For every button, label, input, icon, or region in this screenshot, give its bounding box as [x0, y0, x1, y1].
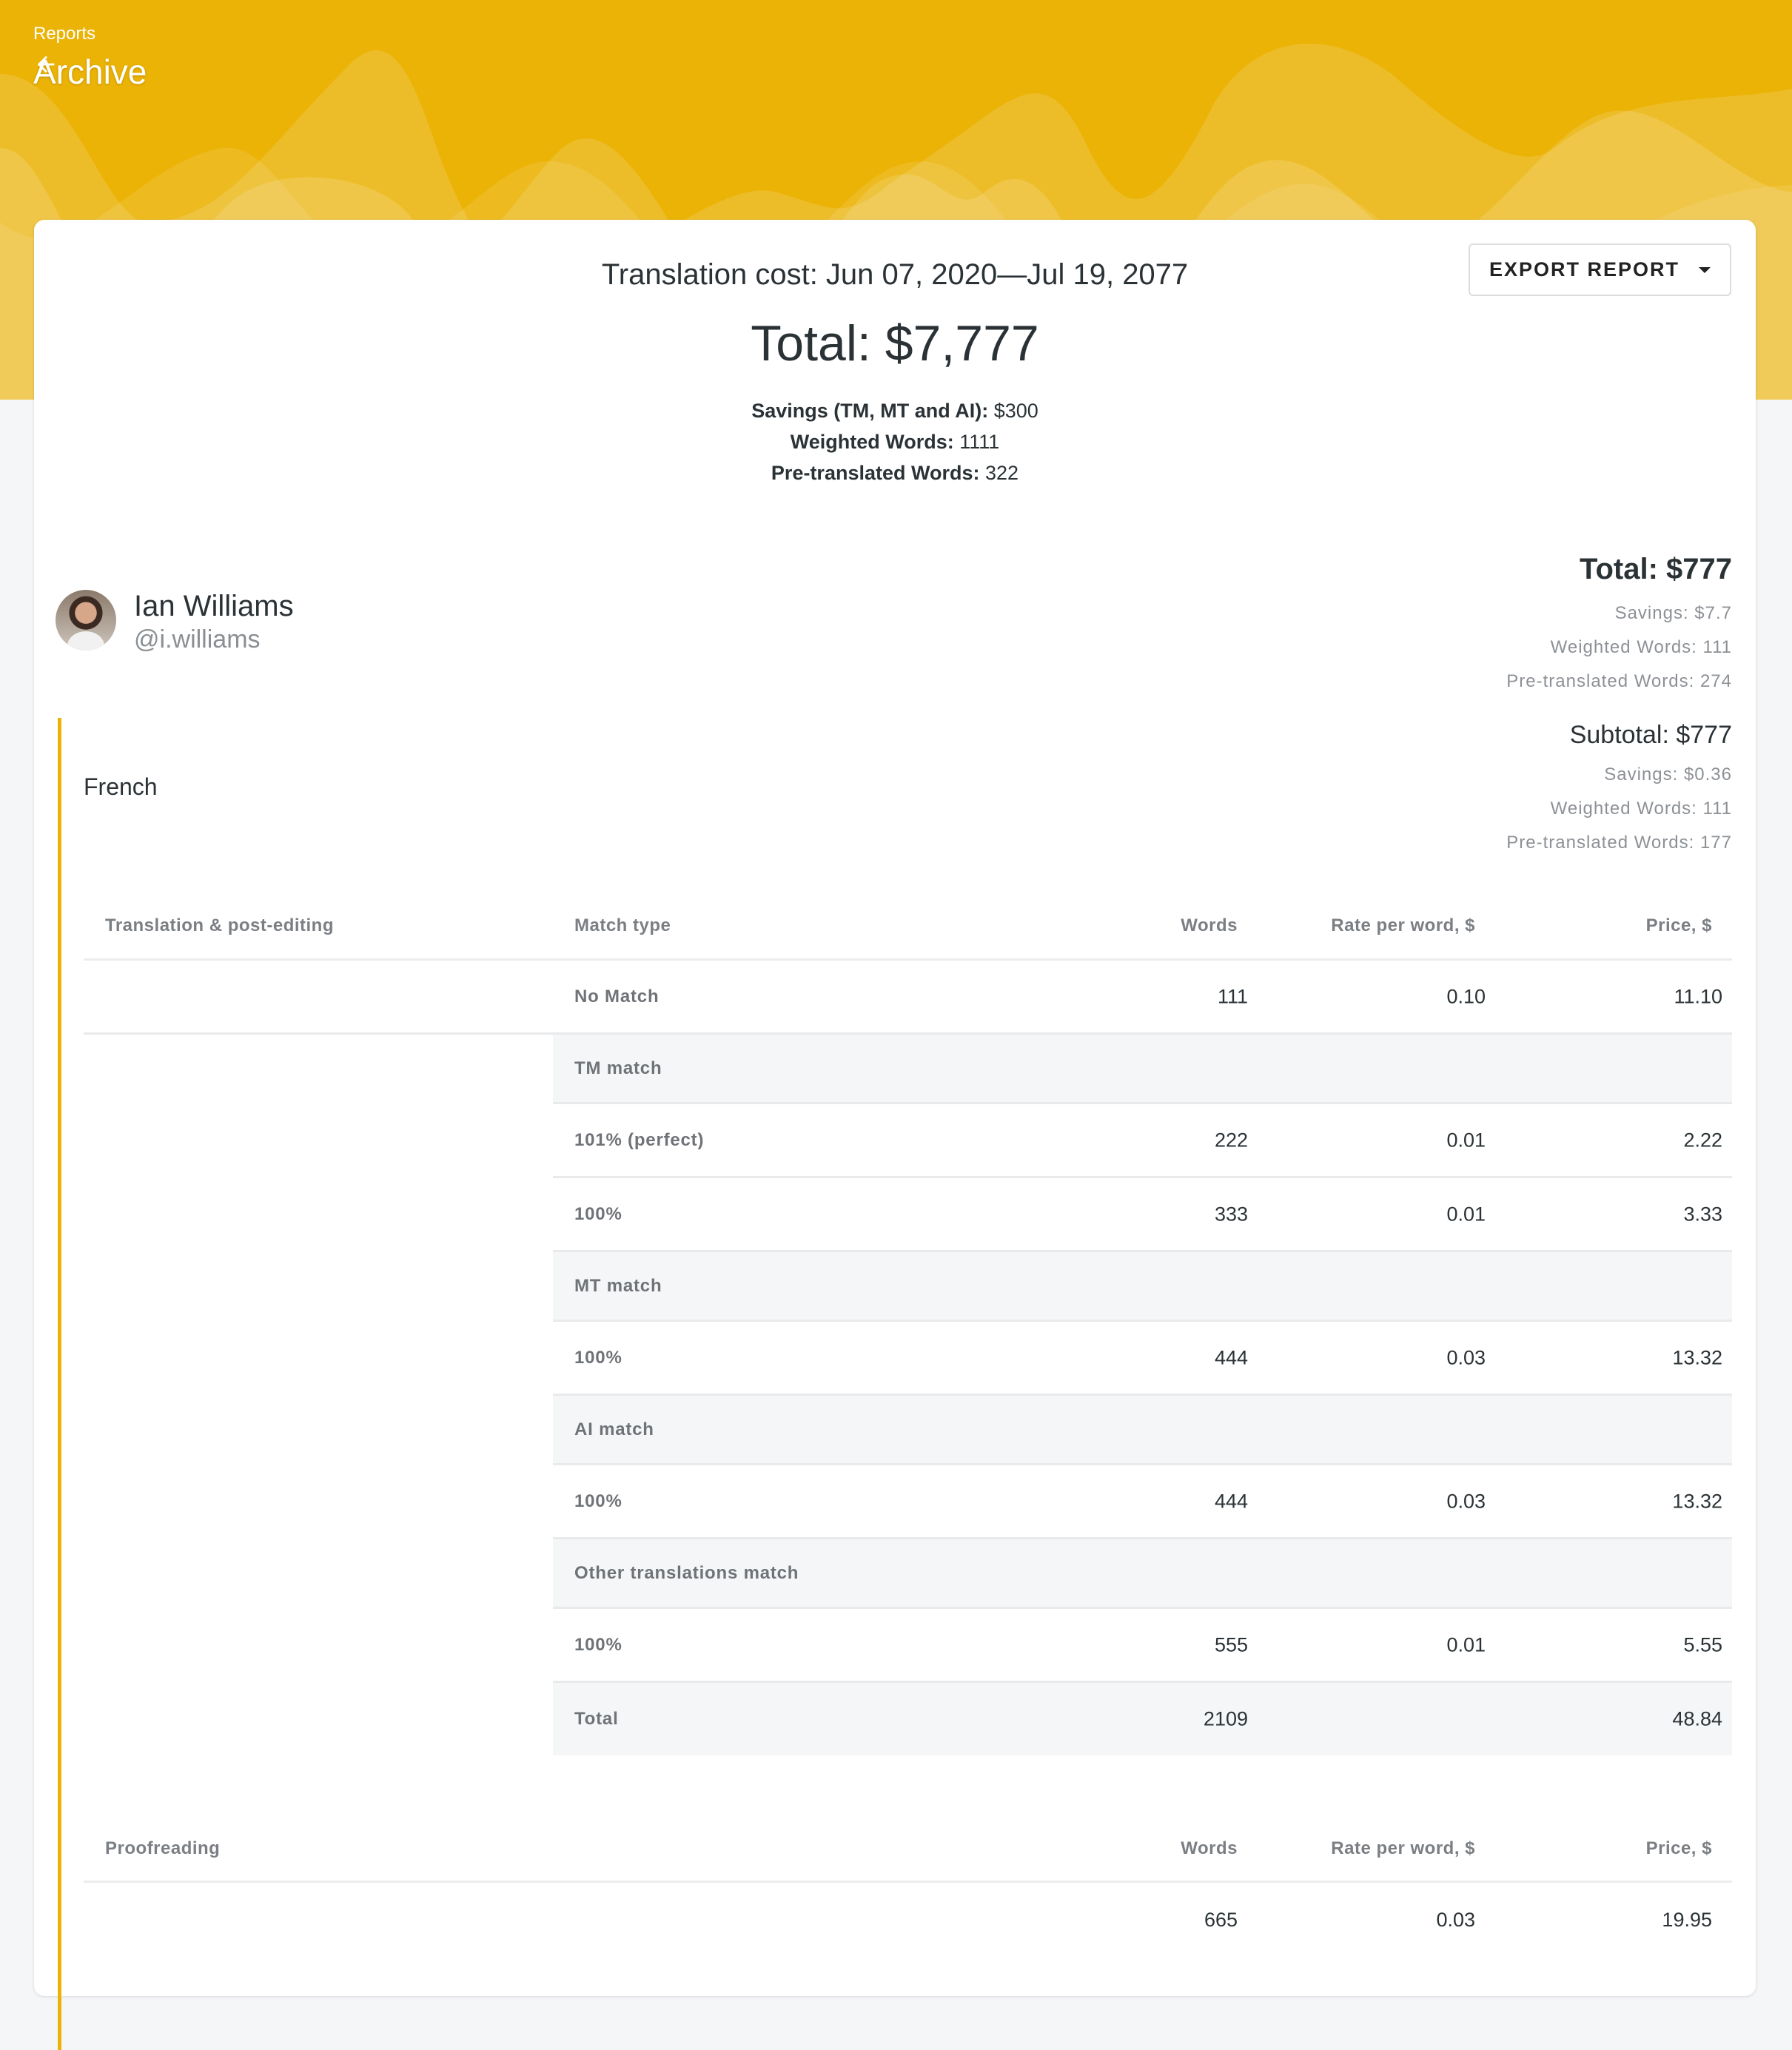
report-total: Total: $7,777: [751, 315, 1039, 372]
match-type-cell: TM match: [574, 1058, 662, 1078]
header-match-type: Match type: [574, 915, 671, 935]
export-report-button[interactable]: EXPORT REPORT: [1469, 243, 1731, 296]
words-cell: 444: [1214, 1490, 1248, 1512]
price-cell: 13.32: [1672, 1346, 1722, 1368]
table-row: 101% (perfect) 222 0.01 2.22: [553, 1104, 1732, 1178]
proof-words: 665: [1204, 1909, 1238, 1931]
proof-header-divider: [84, 1881, 1732, 1883]
user-pretranslated-words: Pre-translated Words: 274: [1506, 671, 1732, 691]
pretranslated-words-label: Pre-translated Words:: [771, 462, 980, 484]
match-type-cell: Other translations match: [574, 1562, 799, 1583]
proof-price: 19.95: [1662, 1909, 1712, 1931]
table-total-row: Total 2109 48.84: [553, 1683, 1732, 1755]
table-row: 100% 333 0.01 3.33: [553, 1178, 1732, 1252]
page-title: Archive: [33, 53, 147, 91]
weighted-words-label: Weighted Words:: [790, 431, 954, 453]
pretranslated-words-line: Pre-translated Words: 322: [34, 462, 1756, 485]
table-group-row: AI match: [553, 1396, 1732, 1465]
breadcrumb-reports[interactable]: Reports: [33, 24, 96, 44]
proof-header-price: Price, $: [1645, 1838, 1712, 1858]
match-type-cell: 100%: [574, 1634, 622, 1655]
header-proofreading: Proofreading: [105, 1838, 221, 1858]
rate-cell: 0.01: [1446, 1633, 1486, 1656]
language-weighted-words: Weighted Words: 111: [1550, 799, 1732, 819]
user-total: Total: $777: [1580, 553, 1732, 585]
match-type-cell: 100%: [574, 1491, 622, 1511]
proof-header-words: Words: [1181, 1838, 1238, 1858]
price-cell: 11.10: [1674, 985, 1722, 1007]
table-row: No Match 111 0.10 11.10: [84, 961, 1732, 1035]
match-type-cell: Total: [574, 1709, 619, 1729]
proof-rate: 0.03: [1436, 1909, 1475, 1931]
header-rate: Rate per word, $: [1331, 915, 1475, 935]
rate-cell: 0.01: [1446, 1203, 1486, 1225]
match-type-cell: No Match: [574, 986, 660, 1006]
language-accent-bar: [58, 718, 61, 2050]
table-header-divider: [84, 958, 1732, 961]
language-pretranslated-words: Pre-translated Words: 177: [1506, 833, 1732, 853]
proof-header-rate: Rate per word, $: [1331, 1838, 1475, 1858]
user-name: Ian Williams: [134, 590, 294, 622]
price-cell: 48.84: [1672, 1707, 1722, 1730]
price-cell: 2.22: [1683, 1129, 1722, 1151]
words-cell: 555: [1214, 1633, 1248, 1656]
language-subtotal: Subtotal: $777: [1569, 721, 1732, 749]
weighted-words-value: 1111: [959, 431, 1000, 453]
back-button[interactable]: Archive: [33, 52, 147, 92]
words-cell: 444: [1214, 1346, 1248, 1368]
savings-label: Savings (TM, MT and AI):: [751, 400, 989, 422]
words-cell: 2109: [1203, 1707, 1248, 1730]
user-weighted-words: Weighted Words: 111: [1550, 637, 1732, 657]
pretranslated-words-value: 322: [985, 462, 1019, 484]
user-handle: @i.williams: [134, 625, 261, 653]
header-price: Price, $: [1645, 915, 1712, 935]
match-type-cell: 100%: [574, 1203, 622, 1224]
arrow-left-icon: [37, 56, 55, 73]
avatar: [56, 590, 116, 651]
table-row: 100% 444 0.03 13.32: [553, 1322, 1732, 1396]
price-cell: 13.32: [1672, 1490, 1722, 1512]
table-group-row: Other translations match: [553, 1539, 1732, 1609]
rate-cell: 0.03: [1446, 1490, 1486, 1512]
words-cell: 333: [1214, 1203, 1248, 1225]
price-cell: 3.33: [1683, 1203, 1722, 1225]
report-title: Translation cost: Jun 07, 2020—Jul 19, 2…: [601, 258, 1189, 291]
table-group-row: TM match: [553, 1035, 1732, 1104]
header-translation: Translation & post-editing: [105, 915, 335, 935]
price-cell: 5.55: [1683, 1633, 1722, 1656]
match-type-cell: 101% (perfect): [574, 1129, 705, 1150]
language-savings: Savings: $0.36: [1604, 764, 1732, 784]
user-savings: Savings: $7.7: [1614, 603, 1732, 623]
savings-line: Savings (TM, MT and AI): $300: [34, 400, 1756, 423]
match-type-cell: MT match: [574, 1275, 662, 1296]
words-cell: 222: [1214, 1129, 1248, 1151]
weighted-words-line: Weighted Words: 1111: [34, 431, 1756, 454]
caret-down-icon: [1699, 266, 1711, 273]
rate-cell: 0.10: [1446, 985, 1486, 1007]
savings-value: $300: [993, 400, 1038, 422]
table-group-row: MT match: [553, 1252, 1732, 1322]
words-cell: 111: [1217, 985, 1248, 1007]
table-row: 100% 555 0.01 5.55: [553, 1609, 1732, 1683]
rate-cell: 0.01: [1446, 1129, 1486, 1151]
header-words: Words: [1181, 915, 1238, 935]
report-card: Translation cost: Jun 07, 2020—Jul 19, 2…: [34, 220, 1756, 2050]
match-type-cell: AI match: [574, 1419, 654, 1439]
match-type-cell: 100%: [574, 1347, 622, 1368]
rate-cell: 0.03: [1446, 1346, 1486, 1368]
export-report-label: EXPORT REPORT: [1489, 258, 1680, 280]
language-name: French: [84, 773, 158, 800]
table-row: 100% 444 0.03 13.32: [553, 1465, 1732, 1539]
